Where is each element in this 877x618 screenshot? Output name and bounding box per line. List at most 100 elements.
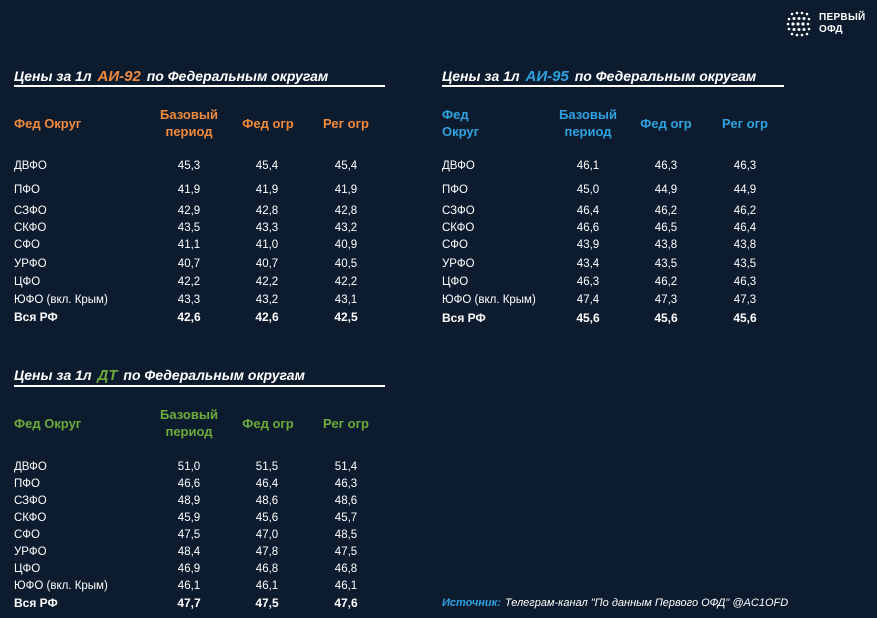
- row-fed: 43,8: [654, 239, 678, 251]
- row-reg: 40,9: [334, 239, 358, 251]
- row-name: ПФО: [14, 184, 40, 196]
- row-name: СЗФО: [14, 495, 47, 507]
- row-reg: 43,1: [334, 294, 358, 306]
- row-fed: 45,6: [255, 512, 279, 524]
- source-note: Источник: Телеграм-канал "По данным Перво…: [442, 597, 788, 609]
- ai92-header-district: Фед Округ: [14, 116, 82, 131]
- ai95-title: Цены за 1л АИ-95 по Федеральным округам: [442, 68, 756, 85]
- row-name: ПФО: [442, 184, 468, 196]
- row-reg: 43,8: [733, 239, 757, 251]
- row-name: ДВФО: [14, 160, 47, 172]
- row-reg: 47,3: [733, 294, 757, 306]
- total-base: 47,7: [177, 596, 201, 610]
- total-reg: 42,5: [334, 310, 358, 324]
- row-name: ЦФО: [14, 563, 41, 575]
- row-base: 46,4: [576, 205, 600, 217]
- ai92-title: Цены за 1л АИ-92 по Федеральным округам: [14, 68, 328, 85]
- ai95-header-fed: Фед огр: [640, 116, 692, 131]
- row-reg: 42,2: [334, 276, 358, 288]
- row-fed: 46,8: [255, 563, 279, 575]
- row-name: УРФО: [442, 258, 475, 270]
- dt-title: Цены за 1л ДТ по Федеральным округам: [14, 367, 305, 384]
- row-base: 51,0: [177, 461, 201, 473]
- row-base: 42,2: [177, 276, 201, 288]
- logo-dots-icon: [786, 11, 811, 37]
- row-reg: 41,9: [334, 184, 358, 196]
- dt-title-post: по Федеральным округам: [123, 367, 305, 383]
- row-fed: 47,3: [654, 294, 678, 306]
- row-reg: 40,5: [334, 258, 358, 270]
- row-name: СФО: [442, 239, 468, 251]
- row-base: 47,5: [177, 529, 201, 541]
- ai95-title-pre: Цены за 1л: [442, 68, 520, 84]
- ai92-header-reg: Рег огр: [323, 116, 369, 131]
- row-base: 43,3: [177, 294, 201, 306]
- row-base: 46,1: [177, 580, 201, 592]
- row-name: ПФО: [14, 478, 40, 490]
- row-reg: 42,8: [334, 205, 358, 217]
- row-reg: 44,9: [733, 184, 757, 196]
- row-base: 42,9: [177, 205, 201, 217]
- dt-header-base: Базовый период: [154, 406, 224, 440]
- total-fed: 42,6: [255, 310, 279, 324]
- row-name: СФО: [14, 529, 40, 541]
- row-reg: 46,3: [733, 160, 757, 172]
- total-fed: 45,6: [654, 311, 678, 325]
- row-reg: 43,5: [733, 258, 757, 270]
- row-base: 46,3: [576, 276, 600, 288]
- row-fed: 47,8: [255, 546, 279, 558]
- row-fed: 41,9: [255, 184, 279, 196]
- row-name: ЮФО (вкл. Крым): [14, 580, 108, 592]
- source-text: Телеграм-канал "По данным Первого ОФД" @…: [504, 597, 789, 609]
- row-reg: 43,2: [334, 222, 358, 234]
- ai92-header-fed: Фед огр: [242, 116, 294, 131]
- row-name: ЮФО (вкл. Крым): [14, 294, 108, 306]
- row-name: СКФО: [14, 512, 47, 524]
- row-name: ДВФО: [14, 461, 47, 473]
- row-name: ЦФО: [14, 276, 41, 288]
- row-fed: 40,7: [255, 258, 279, 270]
- ai95-title-post: по Федеральным округам: [574, 68, 757, 84]
- ai95-header-district: Фед Округ: [442, 106, 479, 140]
- total-name: Вся РФ: [442, 311, 486, 325]
- ai95-fuel-name: АИ-95: [525, 68, 569, 85]
- row-name: УРФО: [14, 258, 47, 270]
- dt-table: Цены за 1л ДТ по Федеральным округам Фед…: [14, 367, 386, 617]
- row-fed: 42,2: [255, 276, 279, 288]
- row-reg: 45,4: [334, 160, 358, 172]
- dt-header-district: Фед Округ: [14, 416, 82, 431]
- dt-header-base-line2: период: [165, 424, 213, 439]
- ai92-title-underline: [14, 85, 385, 87]
- ai95-table: Цены за 1л АИ-95 по Федеральным округам …: [442, 68, 787, 338]
- row-reg: 46,2: [733, 205, 757, 217]
- row-reg: 48,5: [334, 529, 358, 541]
- row-reg: 46,4: [733, 222, 757, 234]
- row-base: 46,6: [177, 478, 201, 490]
- row-base: 47,4: [576, 294, 600, 306]
- row-fed: 41,0: [255, 239, 279, 251]
- row-base: 41,9: [177, 184, 201, 196]
- dt-header-base-line1: Базовый: [160, 407, 218, 422]
- dt-fuel-name: ДТ: [97, 367, 118, 384]
- row-fed: 46,5: [654, 222, 678, 234]
- ai92-title-post: по Федеральным округам: [146, 68, 329, 84]
- row-fed: 43,2: [255, 294, 279, 306]
- row-name: СЗФО: [14, 205, 47, 217]
- ai92-header-base: Базовый период: [154, 106, 224, 140]
- row-fed: 46,2: [654, 276, 678, 288]
- row-fed: 46,1: [255, 580, 279, 592]
- ai95-header-reg: Рег огр: [722, 116, 768, 131]
- total-fed: 47,5: [255, 596, 279, 610]
- row-name: СФО: [14, 239, 40, 251]
- ai92-title-pre: Цены за 1л: [14, 68, 92, 84]
- total-name: Вся РФ: [14, 310, 58, 324]
- ai95-header-district-line2: Округ: [442, 124, 480, 139]
- row-name: СЗФО: [442, 205, 475, 217]
- ai95-header-base: Базовый период: [553, 106, 623, 140]
- ai92-header-base-line1: Базовый: [160, 107, 218, 122]
- row-reg: 45,7: [334, 512, 358, 524]
- row-base: 43,4: [576, 258, 600, 270]
- row-fed: 45,4: [255, 160, 279, 172]
- row-fed: 51,5: [255, 461, 279, 473]
- row-fed: 47,0: [255, 529, 279, 541]
